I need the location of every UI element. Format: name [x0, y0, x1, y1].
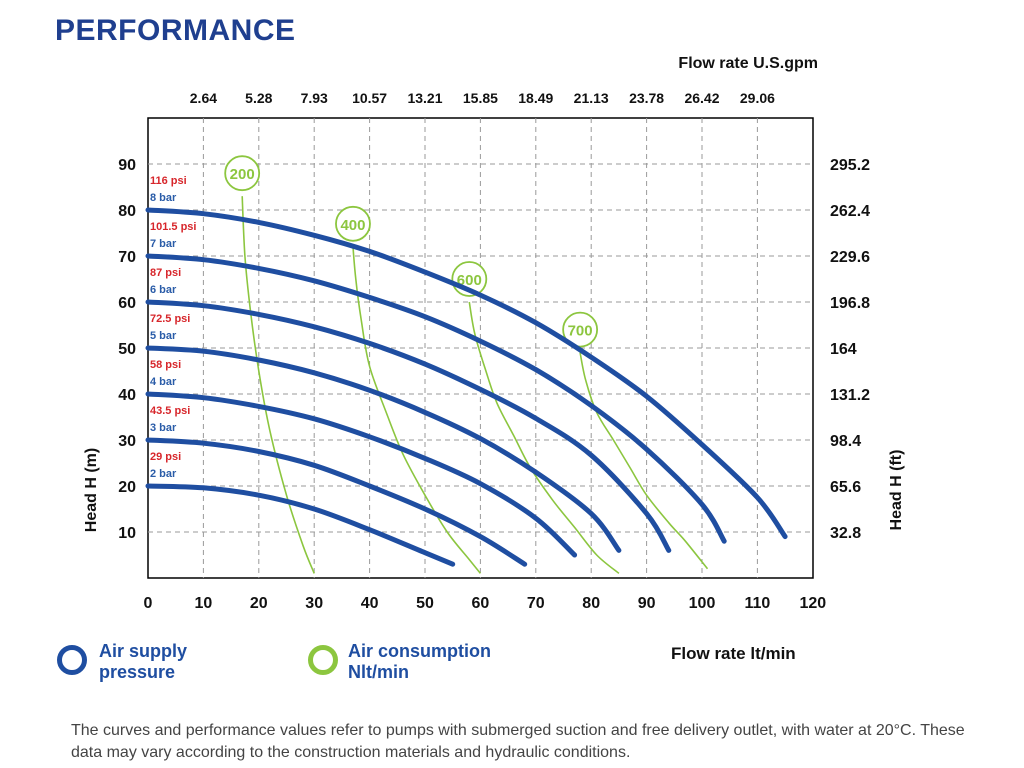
air-supply-legend: Air supply pressure: [99, 641, 187, 683]
y-right-tick-label: 229.6: [830, 249, 870, 266]
x-tick-label: 70: [527, 595, 545, 612]
air-consumption-legend: Air consumption Nlt/min: [348, 641, 491, 683]
air-supply-legend-line1: Air supply: [99, 641, 188, 661]
pressure-curve-8-bar: [145, 207, 788, 540]
x-tick-label: 90: [638, 595, 656, 612]
air-consumption-curve-700: [579, 352, 709, 570]
y-right-tick-label: 131.2: [830, 387, 870, 404]
y-left-tick-label: 90: [118, 157, 136, 174]
x-tick-label: 80: [582, 595, 600, 612]
x-tick-label: 40: [361, 595, 379, 612]
x-tick-label: 0: [144, 595, 153, 612]
top-tick-label: 5.28: [245, 90, 272, 106]
y-left-tick-label: 80: [118, 203, 136, 220]
psi-label: 72.5 psi: [150, 313, 190, 325]
pressure-curve-5-bar: [145, 345, 622, 553]
y-left-tick-label: 60: [118, 295, 136, 312]
y-left-tick-label: 50: [118, 341, 136, 358]
air-consumption-marker-700: [562, 311, 599, 348]
air-consumption-curve-600: [468, 301, 620, 575]
pressure-curve-7-bar: [145, 253, 727, 544]
air-supply-legend-icon: [57, 645, 87, 675]
bar-label: 4 bar: [150, 376, 177, 388]
y-right-tick-label: 164: [830, 341, 857, 358]
y-left-tick-label: 20: [118, 479, 136, 496]
x-tick-label: 30: [305, 595, 323, 612]
top-tick-label: 15.85: [463, 90, 498, 106]
y-right-axis-title: Head H (ft): [888, 450, 905, 531]
bar-label: 2 bar: [150, 468, 177, 480]
air-consumption-label: 200: [230, 166, 255, 183]
x-tick-label: 60: [472, 595, 490, 612]
footnote: The curves and performance values refer …: [71, 722, 965, 761]
y-right-tick-label: 196.8: [830, 295, 870, 312]
grid: [148, 118, 813, 578]
bar-label: 5 bar: [150, 330, 177, 342]
top-tick-label: 26.42: [684, 90, 719, 106]
air-consumption-label: 700: [568, 323, 593, 340]
y-left-axis-title: Head H (m): [83, 448, 100, 532]
psi-label: 29 psi: [150, 451, 181, 463]
bar-label: 8 bar: [150, 192, 177, 204]
y-right-tick-label: 295.2: [830, 157, 870, 174]
air-consumption-legend-icon: [308, 645, 338, 675]
curve-labels: 29 psi 2 bar 43.5 psi 3 bar 58 psi 4 bar 72.5 …: [150, 175, 196, 480]
psi-label: 58 psi: [150, 359, 181, 371]
air-consumption-curve-200: [241, 196, 315, 574]
top-axis-title: Flow rate U.S.gpm: [678, 55, 818, 72]
bar-label: 6 bar: [150, 284, 177, 296]
pressure-curve-4-bar: [145, 391, 578, 558]
pressure-curve-3-bar: [145, 437, 528, 567]
bar-label: 3 bar: [150, 422, 177, 434]
y-left-tick-label: 40: [118, 387, 136, 404]
psi-label: 116 psi: [150, 175, 187, 187]
air-consumption-marker-200: [224, 155, 261, 192]
bar-label: 7 bar: [150, 238, 177, 250]
x-tick-label: 120: [799, 595, 826, 612]
x-tick-label: 10: [195, 595, 213, 612]
air-consumption-curve-400: [352, 246, 482, 574]
y-left-tick-label: 70: [118, 249, 136, 266]
air-supply-legend-line2: pressure: [99, 662, 176, 682]
air-consumption-curves: 200 400 600 700: [224, 155, 709, 575]
y-right-tick-label: 65.6: [830, 479, 861, 496]
y-left-tick-label: 30: [118, 433, 136, 450]
air-consumption-label: 600: [457, 272, 482, 289]
air-consumption-marker-400: [335, 205, 371, 242]
pressure-curve-6-bar: [145, 299, 672, 553]
top-tick-label: 10.57: [352, 90, 387, 106]
top-tick-label: 21.13: [574, 90, 609, 106]
x-tick-label: 110: [744, 595, 770, 612]
x-tick-label: 20: [250, 595, 268, 612]
axis-text: Flow rate U.S.gpm 2.64 5.28 7.93 10.57 13.21 1…: [83, 55, 905, 612]
top-tick-label: 13.21: [407, 90, 442, 106]
x-tick-label: 50: [416, 595, 434, 612]
top-tick-label: 18.49: [518, 90, 553, 106]
air-consumption-label: 400: [340, 217, 365, 234]
top-tick-label: 2.64: [190, 90, 217, 106]
pressure-curves: [145, 207, 788, 567]
psi-label: 101.5 psi: [150, 221, 196, 233]
air-consumption-legend-line2: Nlt/min: [348, 662, 409, 682]
y-left-tick-label: 10: [118, 525, 136, 542]
x-axis-title: Flow rate lt/min: [671, 644, 796, 663]
top-tick-label: 7.93: [301, 90, 328, 106]
x-tick-label: 100: [689, 595, 716, 612]
y-right-tick-label: 32.8: [830, 525, 861, 542]
psi-label: 43.5 psi: [150, 405, 190, 417]
y-right-tick-label: 98.4: [830, 433, 861, 450]
top-tick-label: 29.06: [740, 90, 775, 106]
psi-label: 87 psi: [150, 267, 181, 279]
top-tick-label: 23.78: [629, 90, 664, 106]
pressure-curve-2-bar: [145, 483, 456, 567]
air-consumption-legend-line1: Air consumption: [348, 641, 491, 661]
page-title: PERFORMANCE: [55, 14, 296, 47]
y-right-tick-label: 262.4: [830, 203, 870, 220]
